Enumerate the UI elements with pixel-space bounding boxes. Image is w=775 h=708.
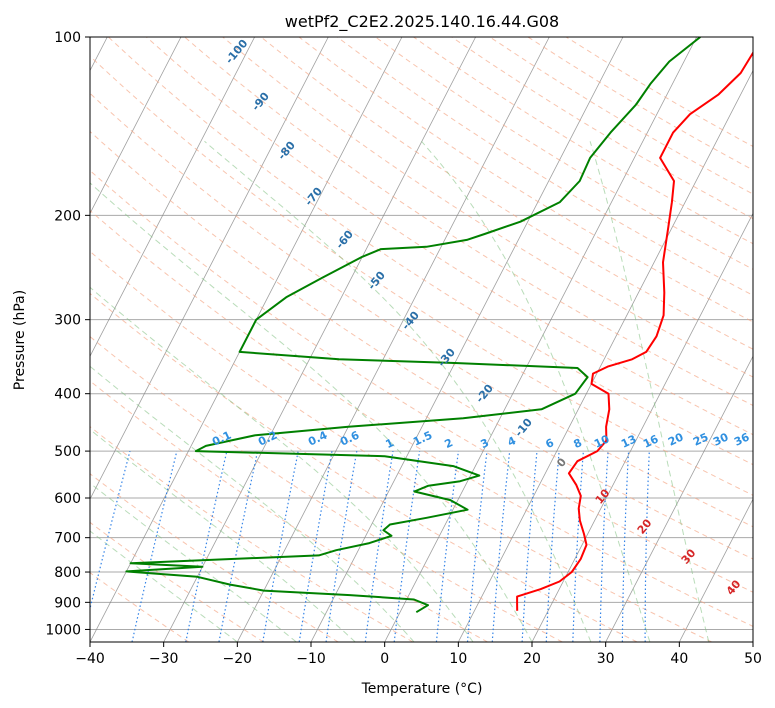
mixing-ratio-label: 16: [641, 432, 661, 450]
y-tick-label: 400: [54, 387, 81, 403]
y-tick-label: 1000: [45, 622, 81, 638]
mixing-ratio-line: [435, 451, 459, 642]
dry-adiabat-line: [90, 335, 563, 642]
dry-adiabat-line: [90, 572, 190, 642]
mixing-ratio-line: [393, 451, 421, 642]
isotherm-line: [90, 37, 182, 215]
chart-title: wetPf2_C2E2.2025.140.16.44.G08: [285, 12, 559, 32]
y-tick-label: 100: [54, 30, 81, 46]
dry-adiabat-line: [90, 55, 753, 496]
dry-adiabat-line: [146, 37, 753, 436]
isotherm-line: [457, 69, 753, 642]
isotherm-line: [163, 37, 477, 642]
y-tick-label: 200: [54, 208, 81, 224]
x-tick-label: 50: [744, 651, 762, 667]
dry-adiabat-line: [90, 250, 712, 642]
moist-adiabat-line: [204, 140, 592, 642]
x-tick-label: −30: [149, 651, 179, 667]
isotherm-line: [678, 498, 753, 642]
y-tick-label: 900: [54, 595, 81, 611]
x-tick-label: 20: [523, 651, 541, 667]
x-tick-label: 30: [597, 651, 615, 667]
moist-adiabat-line: [90, 365, 415, 642]
mixing-ratio-label: 30: [711, 430, 731, 448]
dry-adiabat-line: [90, 209, 753, 627]
isotherm-line: [531, 212, 753, 642]
y-tick-label: 800: [54, 565, 81, 581]
x-tick-label: −10: [296, 651, 326, 667]
mixing-ratio-label: 20: [666, 430, 686, 448]
dry-adiabat-line: [90, 292, 638, 642]
isotherm-line: [605, 355, 753, 642]
isotherm-line: [310, 37, 624, 642]
mixing-ratio-line: [364, 451, 394, 642]
isotherm-line: [236, 37, 550, 642]
y-tick-label: 300: [54, 313, 81, 329]
x-tick-label: 40: [670, 651, 688, 667]
mixing-ratio-label: 13: [619, 432, 638, 450]
isotherm-line: [384, 37, 698, 642]
temperature-profile-line: [516, 50, 753, 611]
moist-adiabat-line: [90, 482, 297, 642]
mixing-ratio-label: 36: [732, 430, 752, 448]
dry-adiabat-line: [298, 37, 753, 323]
mixing-ratio-line: [491, 451, 511, 642]
x-tick-label: 0: [380, 651, 389, 667]
dry-adiabat-line: [90, 92, 753, 528]
plot-frame: [89, 36, 754, 643]
mixing-ratio-line: [325, 450, 358, 642]
dry-adiabat-line: [336, 37, 753, 296]
y-tick-label: 600: [54, 491, 81, 507]
isotherm-line: [90, 37, 329, 501]
x-tick-label: −20: [223, 651, 253, 667]
x-tick-label: 10: [449, 651, 467, 667]
mixing-ratio-line: [185, 450, 228, 642]
x-axis-title: Temperature (°C): [361, 681, 483, 697]
moist-adiabat-line: [589, 141, 710, 642]
dry-adiabat-line: [90, 130, 753, 560]
isotherm-line: [90, 37, 256, 358]
dry-adiabat-line: [90, 426, 414, 642]
y-axis-title: Pressure (hPa): [12, 290, 28, 390]
dewpoint-profile-line: [125, 37, 701, 614]
y-tick-label: 700: [54, 531, 81, 547]
dry-adiabat-line: [222, 37, 753, 378]
x-tick-label: −40: [75, 651, 105, 667]
mixing-ratio-line: [90, 450, 131, 611]
isotherm-line: [752, 641, 753, 642]
mixing-ratio-line: [466, 451, 488, 642]
dry-adiabat-line: [90, 169, 753, 593]
moist-adiabat-line: [90, 286, 474, 642]
mixing-ratio-label: 25: [691, 430, 710, 448]
moist-adiabat-line: [421, 140, 651, 642]
y-tick-label: 500: [54, 444, 81, 460]
mixing-ratio-label: 10: [592, 432, 612, 450]
mixing-ratio-line: [521, 451, 538, 642]
dry-adiabat-line: [107, 37, 753, 466]
